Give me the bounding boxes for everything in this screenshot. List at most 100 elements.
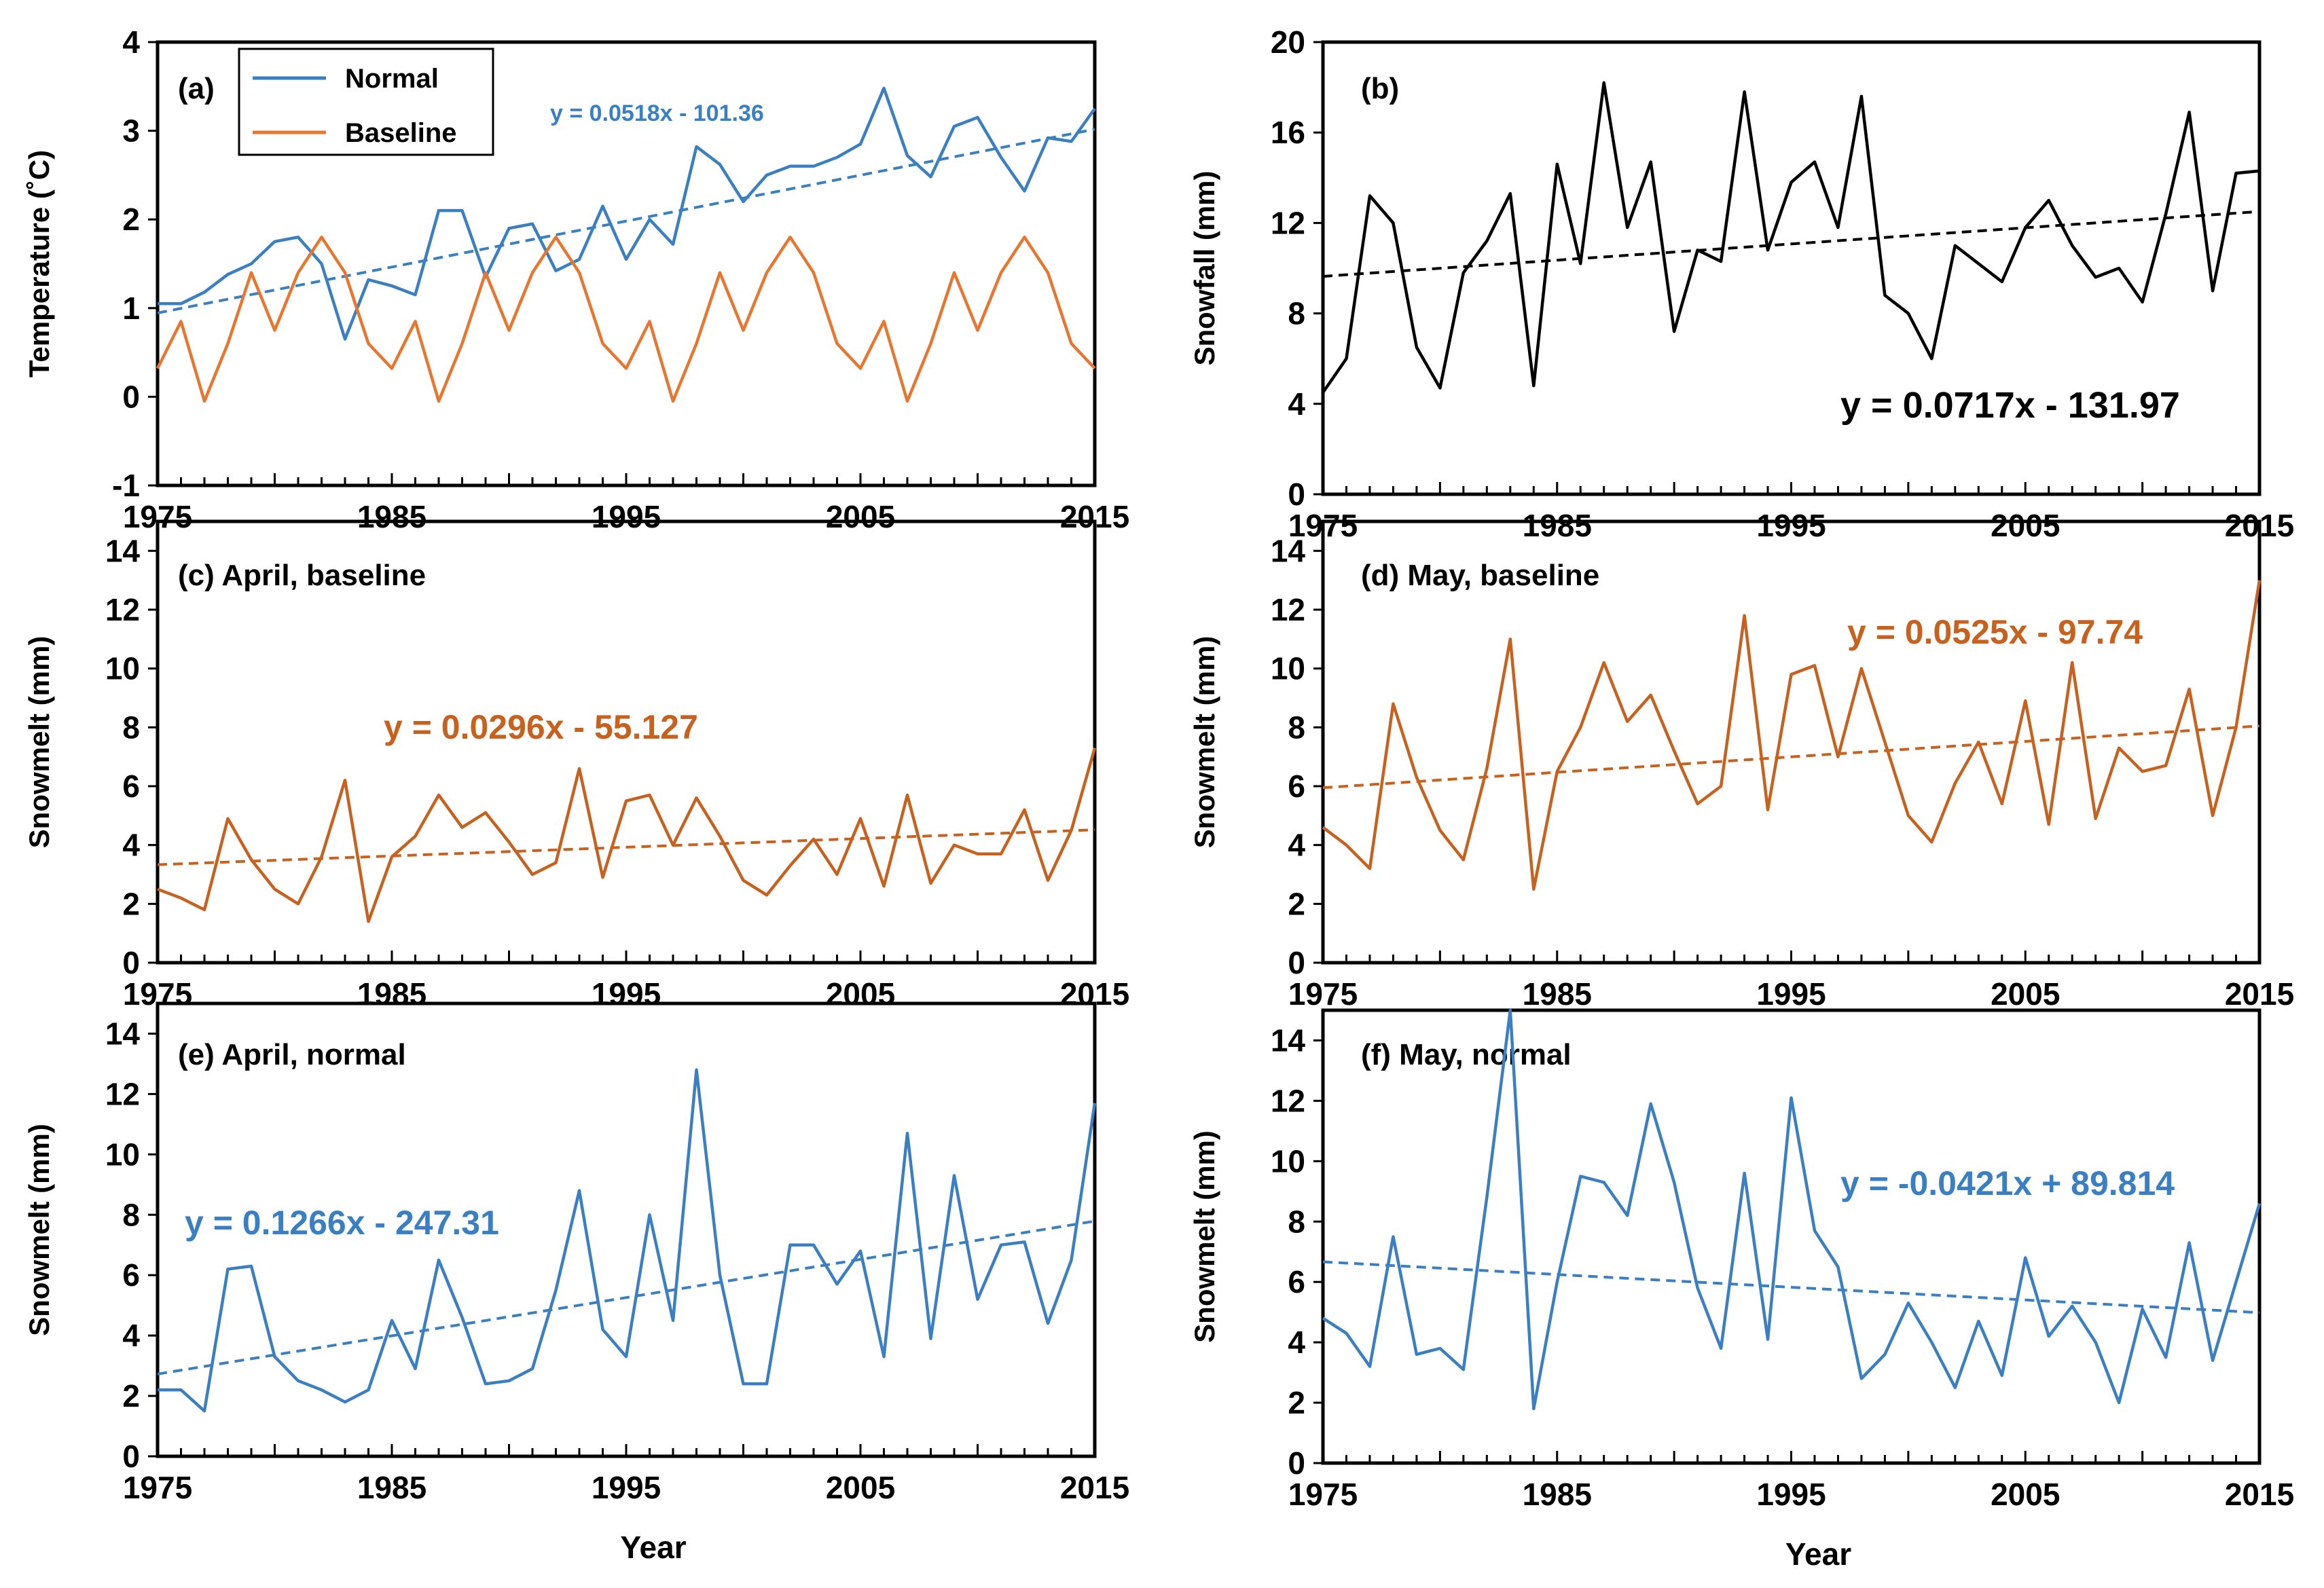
y-axis-label: Snowfall (mm): [1188, 170, 1220, 365]
x-axis-label: Year: [620, 1530, 686, 1565]
x-tick-label: 1995: [1756, 1477, 1826, 1512]
trend-line: [1322, 210, 2260, 278]
y-tick-label: 4: [122, 828, 140, 863]
y-tick-label: 10: [1271, 651, 1305, 686]
y-tick-label: 0: [122, 379, 140, 414]
y-axis-label: Snowmelt (mm): [23, 636, 55, 849]
x-tick-label: 1985: [1523, 508, 1592, 543]
series-line-normal: [158, 86, 1096, 341]
series-line-may-baseline: [1322, 580, 2262, 891]
x-tick-label: 1985: [357, 1470, 426, 1505]
y-tick-label: 0: [122, 945, 140, 980]
x-tick-label: 2005: [826, 976, 895, 1012]
panel-title: (e) April, normal: [178, 1038, 406, 1071]
y-tick-label: 12: [1271, 1083, 1305, 1118]
panel-f: 1975 1985 1995 2005 2015 0 2 4 6 8 10 12 14 Snowmelt …: [1188, 1008, 2294, 1572]
x-tick-label: 1985: [357, 976, 426, 1012]
y-tick-label: 16: [1271, 115, 1305, 150]
x-tick-label: 2015: [2225, 1477, 2294, 1512]
y-tick-label: 14: [105, 1016, 141, 1051]
y-tick-label: 2: [122, 202, 140, 237]
legend-label: Normal: [345, 64, 439, 94]
y-tick-label: 1: [122, 291, 140, 326]
y-tick-label: 12: [105, 592, 140, 627]
panel-title: (d) May, baseline: [1361, 559, 1599, 592]
panel-c: 1975 1985 1995 2005 201502468101214Snowmelt …: [23, 519, 1129, 1012]
y-tick-label: 2: [1288, 886, 1305, 921]
y-tick-label: 14: [1271, 533, 1306, 568]
y-axis-label: Snowmelt (mm): [1188, 1130, 1220, 1343]
y-tick-label: 4: [1288, 828, 1305, 863]
y-tick-label: 4: [122, 24, 140, 60]
x-tick-label: 1985: [357, 499, 426, 534]
x-tick-label: 1995: [1756, 508, 1826, 543]
panel-d: 1975 1985 1995 2005 2015 0 2 4 6 8 10 12 14 Snowmelt …: [1188, 519, 2294, 1012]
x-tick-label: 1995: [592, 499, 661, 534]
y-tick-label: 8: [122, 1197, 140, 1232]
y-tick-label: 6: [1288, 769, 1305, 804]
trend-equation: y = 0.0518x - 101.36: [550, 100, 764, 126]
x-tick-label: 2015: [2225, 976, 2294, 1012]
x-tick-label: 1995: [1756, 976, 1826, 1012]
trend-line: [1322, 1260, 2260, 1314]
series-line-april-normal: [158, 1068, 1097, 1413]
legend: Normal Baseline: [238, 48, 494, 156]
series-line-april-baseline: [157, 747, 1097, 923]
x-tick-label: 2005: [1991, 1477, 2060, 1512]
x-axis-label: Year: [1785, 1536, 1851, 1572]
y-tick-label: 12: [105, 1076, 140, 1111]
y-tick-label: 8: [1288, 709, 1305, 745]
y-tick-label: 10: [105, 651, 140, 686]
y-tick-label: 12: [1271, 592, 1305, 627]
trend-line: [157, 1219, 1095, 1375]
y-tick-label: 4: [122, 1318, 140, 1353]
y-tick-label: 10: [1271, 1143, 1305, 1179]
trend-line: [1322, 724, 2260, 790]
legend-label: Baseline: [345, 118, 457, 148]
panel-title: (f) May, normal: [1361, 1038, 1572, 1071]
legend-box: [238, 48, 494, 156]
y-axis-label: Snowmelt (mm): [1188, 636, 1220, 849]
y-tick-label: 2: [122, 886, 140, 921]
x-tick-label: 1995: [592, 976, 661, 1012]
x-tick-label: 1995: [592, 1470, 661, 1505]
trend-line: [157, 128, 1095, 314]
series-line-may-normal: [1322, 1008, 2262, 1411]
panel-title: (a): [178, 72, 215, 105]
trend-equation: y = 0.0525x - 97.74: [1847, 613, 2143, 651]
series-line-baseline: [156, 236, 1096, 403]
series-line-snowfall: [1322, 81, 2260, 394]
y-axis-label: Temperature (˚C): [23, 150, 55, 377]
y-tick-label: 0: [1288, 945, 1305, 980]
y-tick-label: 14: [105, 533, 141, 568]
x-tick-label: 1985: [1523, 1477, 1592, 1512]
y-tick-label: -1: [112, 468, 140, 503]
y-tick-label: 0: [1288, 477, 1305, 512]
y-tick-label: 0: [1288, 1445, 1305, 1481]
y-tick-label: 8: [122, 709, 140, 745]
trend-equation: y = 0.1266x - 247.31: [185, 1204, 499, 1242]
x-tick-label: 1975: [1288, 1477, 1358, 1512]
y-tick-label: 12: [1271, 205, 1305, 240]
y-axis-label: Snowmelt (mm): [23, 1124, 55, 1336]
y-tick-label: 10: [105, 1137, 140, 1172]
x-tick-label: 1975: [123, 1470, 192, 1505]
trend-equation: y = -0.0421x + 89.814: [1840, 1164, 2175, 1202]
trend-equation: y = 0.0296x - 55.127: [384, 708, 698, 746]
panel-title: (c) April, baseline: [178, 559, 426, 592]
trend-equation: y = 0.0717x - 131.97: [1840, 385, 2180, 426]
x-tick-label: 1975: [1288, 976, 1358, 1012]
y-tick-label: 4: [1288, 386, 1305, 422]
x-tick-label: 2015: [1060, 1470, 1129, 1505]
x-tick-label: 1985: [1523, 976, 1592, 1012]
panel-e: 1975 1985 1995 2005 2015 0 2 4 6 8 10 12 14 Snowmelt …: [23, 1001, 1129, 1565]
y-tick-label: 8: [1288, 296, 1305, 331]
y-tick-label: 2: [1288, 1385, 1305, 1420]
y-tick-label: 6: [122, 1257, 140, 1293]
y-tick-label: 8: [1288, 1204, 1305, 1239]
y-tick-label: 0: [122, 1439, 140, 1474]
plot-frame: [1321, 1008, 2262, 1465]
x-tick-label: 2005: [826, 499, 895, 534]
